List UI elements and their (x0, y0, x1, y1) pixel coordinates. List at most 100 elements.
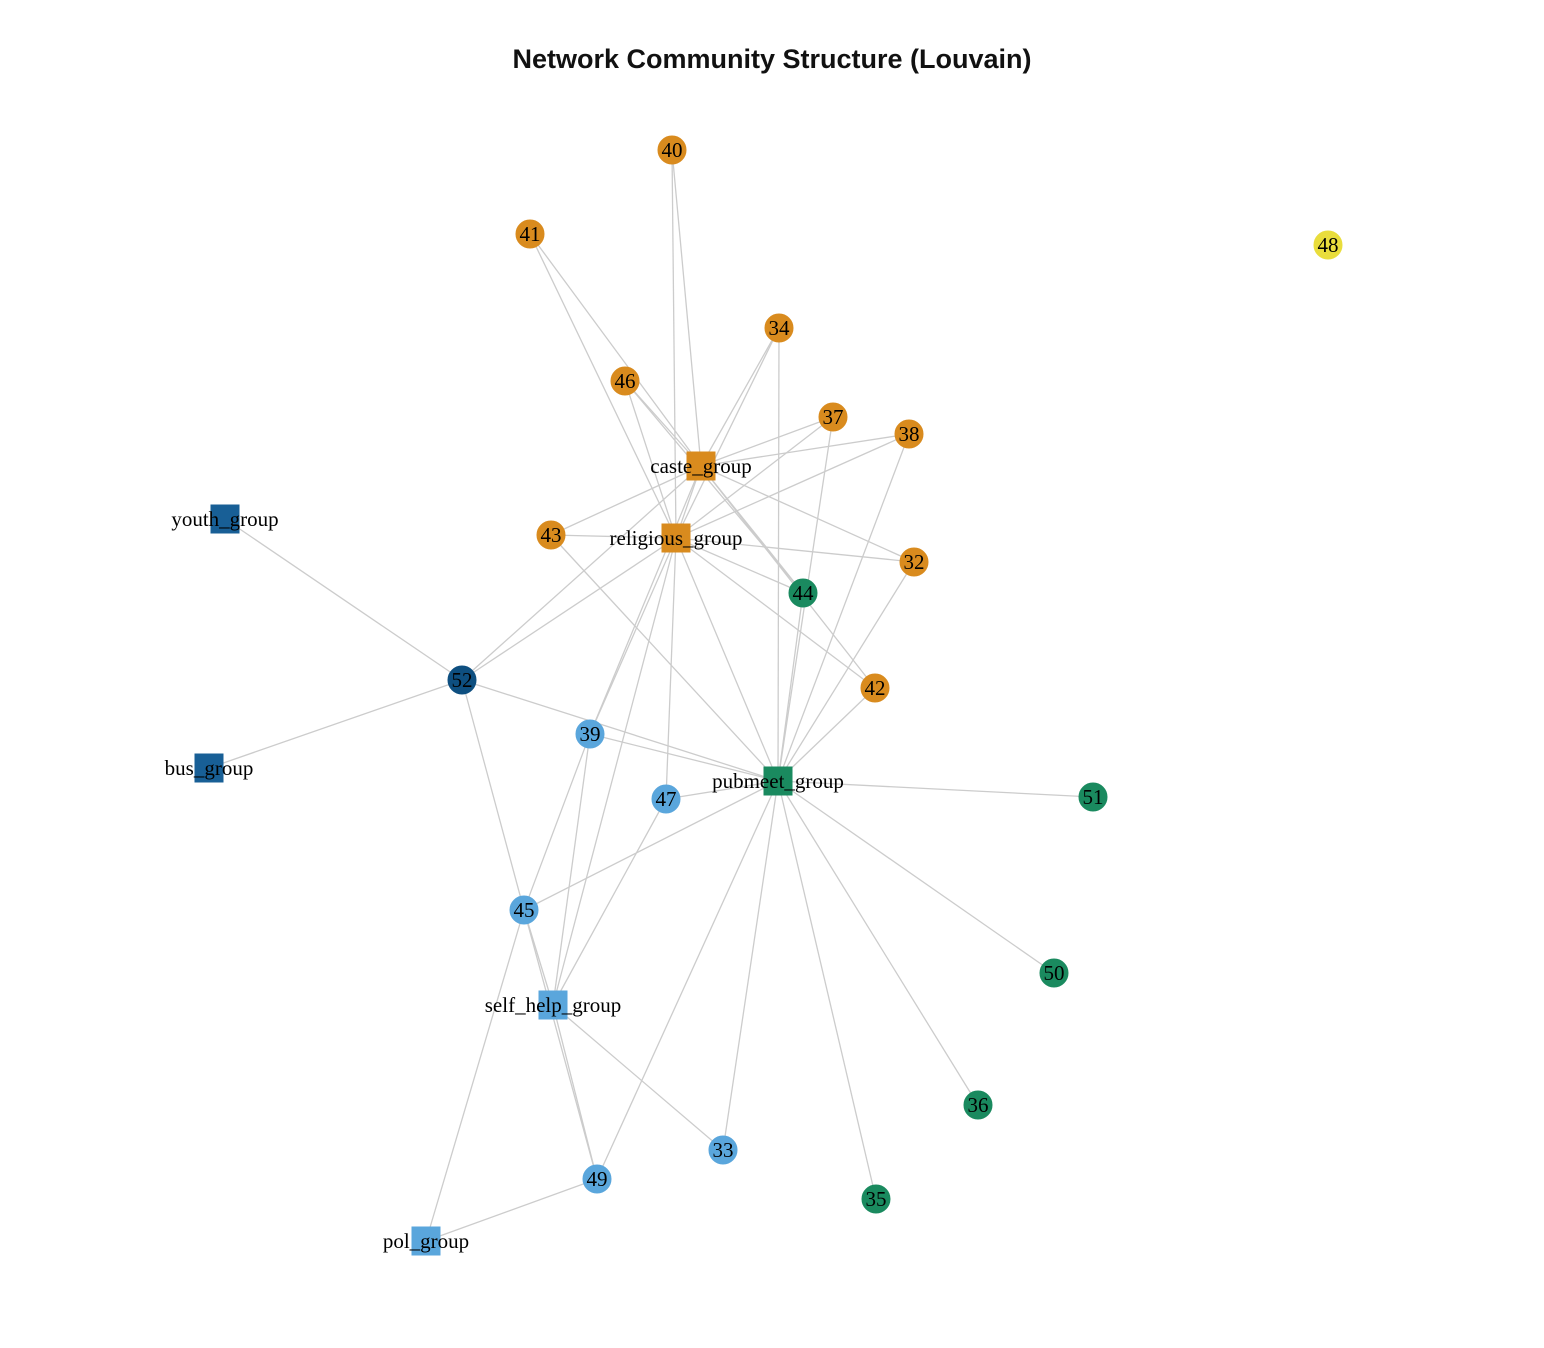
node-43: 43 (536, 520, 566, 550)
edge-42-religious_group (675, 537, 876, 689)
node-shape-34 (764, 313, 794, 343)
node-44: 44 (788, 578, 818, 608)
node-shape-51 (1078, 782, 1108, 812)
edge-pubmeet_group-45 (523, 780, 779, 911)
node-label-39: 39 (580, 722, 601, 746)
edge-42-pubmeet_group (777, 687, 876, 782)
edge-38-pubmeet_group (777, 433, 910, 782)
node-47: 47 (651, 784, 681, 814)
node-label-50: 50 (1044, 961, 1065, 985)
node-51: 51 (1078, 782, 1108, 812)
edge-religious_group-39 (589, 537, 677, 735)
node-shape-42 (860, 673, 890, 703)
edge-37-caste_group (700, 416, 834, 467)
node-label-45: 45 (514, 898, 535, 922)
node-41: 41 (515, 219, 545, 249)
node-shape-38 (894, 419, 924, 449)
edge-43-pubmeet_group (550, 534, 779, 782)
edge-religious_group-pubmeet_group (675, 537, 779, 782)
edge-52-45 (461, 679, 525, 911)
node-label-bus_group: bus_group (165, 756, 254, 780)
node-label-36: 36 (968, 1093, 989, 1117)
edge-pubmeet_group-50 (777, 780, 1055, 974)
edge-religious_group-47 (665, 537, 677, 800)
edge-caste_group-52 (461, 465, 702, 681)
node-label-pol_group: pol_group (383, 1229, 469, 1253)
node-32: 32 (899, 547, 929, 577)
node-40: 40 (657, 135, 687, 165)
node-shape-pol_group (411, 1226, 441, 1256)
node-label-religious_group: religious_group (610, 526, 743, 550)
node-shape-40 (657, 135, 687, 165)
node-36: 36 (963, 1090, 993, 1120)
edge-49-pol_group (425, 1178, 598, 1242)
node-youth_group: youth_group (171, 504, 279, 534)
node-42: 42 (860, 673, 890, 703)
edge-39-self_help_group (552, 733, 591, 1006)
node-shape-self_help_group (538, 990, 568, 1020)
node-shape-49 (582, 1164, 612, 1194)
edge-32-religious_group (675, 537, 915, 563)
node-label-49: 49 (587, 1167, 608, 1191)
node-label-48: 48 (1318, 233, 1339, 257)
edge-32-pubmeet_group (777, 561, 915, 782)
node-50: 50 (1039, 958, 1069, 988)
node-45: 45 (509, 895, 539, 925)
edge-38-religious_group (675, 433, 910, 539)
node-shape-caste_group (686, 451, 716, 481)
node-shape-45 (509, 895, 539, 925)
node-shape-52 (447, 665, 477, 695)
edge-caste_group-39 (589, 465, 702, 735)
edge-pubmeet_group-49 (596, 780, 779, 1180)
node-label-pubmeet_group: pubmeet_group (712, 769, 844, 793)
edge-pubmeet_group-35 (777, 780, 877, 1200)
node-37: 37 (818, 402, 848, 432)
edge-41-religious_group (529, 233, 677, 539)
chart-title: Network Community Structure (Louvain) (512, 44, 1032, 74)
edge-religious_group-52 (461, 537, 677, 681)
edge-52-pubmeet_group (461, 679, 779, 782)
edge-pubmeet_group-51 (777, 780, 1094, 798)
edge-44-caste_group (700, 465, 804, 594)
node-34: 34 (764, 313, 794, 343)
edge-44-pubmeet_group (777, 592, 804, 782)
edge-layer (208, 149, 1094, 1242)
edge-47-pubmeet_group (665, 780, 779, 800)
node-shape-41 (515, 219, 545, 249)
node-46: 46 (610, 366, 640, 396)
node-39: 39 (575, 719, 605, 749)
node-shape-48 (1313, 230, 1343, 260)
node-shape-religious_group (661, 523, 691, 553)
node-label-38: 38 (899, 422, 920, 446)
edge-44-religious_group (675, 537, 804, 594)
edge-32-caste_group (700, 465, 915, 563)
node-shape-36 (963, 1090, 993, 1120)
node-shape-46 (610, 366, 640, 396)
node-shape-youth_group (210, 504, 240, 534)
node-shape-39 (575, 719, 605, 749)
node-35: 35 (861, 1184, 891, 1214)
node-caste_group: caste_group (650, 451, 752, 481)
edge-43-caste_group (550, 465, 702, 536)
edge-40-caste_group (671, 149, 702, 467)
node-label-41: 41 (520, 222, 541, 246)
node-38: 38 (894, 419, 924, 449)
edge-45-pol_group (425, 909, 525, 1242)
edge-self_help_group-49 (552, 1004, 598, 1180)
node-label-51: 51 (1083, 785, 1104, 809)
node-label-self_help_group: self_help_group (485, 993, 621, 1017)
edge-34-religious_group (675, 327, 780, 539)
node-religious_group: religious_group (610, 523, 743, 553)
node-pol_group: pol_group (383, 1226, 469, 1256)
edge-self_help_group-33 (552, 1004, 724, 1151)
edge-pubmeet_group-36 (777, 780, 979, 1106)
node-48: 48 (1313, 230, 1343, 260)
node-label-46: 46 (615, 369, 636, 393)
edge-47-self_help_group (552, 798, 667, 1006)
node-label-44: 44 (793, 581, 815, 605)
node-shape-33 (708, 1135, 738, 1165)
edge-39-45 (523, 733, 591, 911)
edge-41-caste_group (529, 233, 702, 467)
node-self_help_group: self_help_group (485, 990, 621, 1020)
